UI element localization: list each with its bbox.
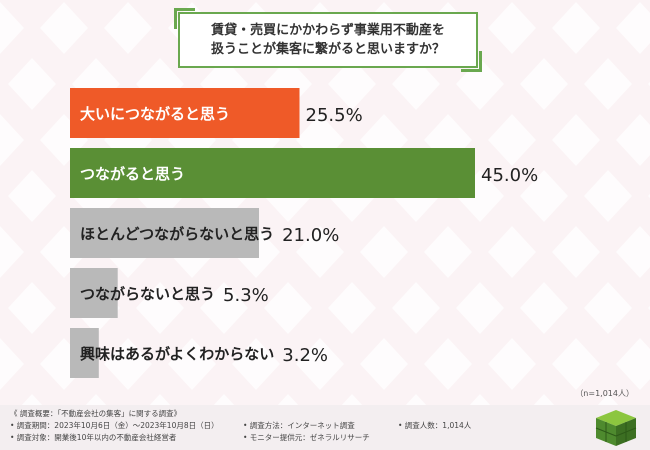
argyle-diamond xyxy=(552,2,600,54)
brand-logo-icon xyxy=(595,410,637,446)
survey-period: • 調査期間：2023年10月6日（金）〜2023年10月8日（日） xyxy=(10,421,219,430)
argyle-diamond xyxy=(552,226,600,278)
argyle-diamond xyxy=(0,226,24,278)
title-line-1: 賃貸・売買にかかわらず事業用不動産を xyxy=(211,23,445,38)
question-title: 賃貸・売買にかかわらず事業用不動産を 扱うことが集客に繋がると思いますか？ xyxy=(174,8,482,72)
argyle-diamond xyxy=(296,226,344,278)
argyle-diamond xyxy=(136,282,184,334)
argyle-diamond xyxy=(0,338,24,390)
category-label: つながると思う xyxy=(80,165,185,183)
argyle-diamond xyxy=(8,282,56,334)
argyle-diamond xyxy=(168,338,216,390)
argyle-diamond xyxy=(520,282,568,334)
argyle-diamond xyxy=(520,170,568,222)
bar xyxy=(70,328,99,378)
category-label: 大いにつながると思う xyxy=(80,105,230,123)
argyle-diamond xyxy=(488,226,536,278)
value-label: 45.0% xyxy=(481,165,538,186)
bar xyxy=(70,208,259,258)
argyle-diamond xyxy=(424,226,472,278)
argyle-diamond xyxy=(360,226,408,278)
argyle-diamond xyxy=(488,338,536,390)
argyle-diamond xyxy=(264,282,312,334)
argyle-diamond xyxy=(488,2,536,54)
argyle-diamond xyxy=(520,58,568,110)
argyle-diamond xyxy=(104,338,152,390)
argyle-diamond xyxy=(232,338,280,390)
argyle-diamond xyxy=(328,282,376,334)
argyle-diamond xyxy=(584,282,632,334)
argyle-diamond xyxy=(200,282,248,334)
argyle-diamond xyxy=(360,338,408,390)
argyle-diamond xyxy=(616,114,650,166)
bar xyxy=(70,88,300,138)
argyle-diamond xyxy=(8,58,56,110)
argyle-diamond xyxy=(40,2,88,54)
title-line-2: 扱うことが集客に繋がると思いますか？ xyxy=(210,42,445,57)
argyle-diamond xyxy=(488,114,536,166)
argyle-diamond xyxy=(424,338,472,390)
argyle-diamond xyxy=(296,338,344,390)
sample-size-note: （n=1,014人） xyxy=(575,389,634,398)
argyle-diamond xyxy=(392,282,440,334)
survey-target: • 調査対象：開業後10年以内の不動産会社経営者 xyxy=(10,433,177,442)
value-label: 5.3% xyxy=(223,285,269,306)
argyle-diamond xyxy=(552,114,600,166)
argyle-diamond xyxy=(104,2,152,54)
argyle-diamond xyxy=(584,58,632,110)
category-label: 興味はあるがよくわからない xyxy=(80,345,274,363)
bar xyxy=(70,148,475,198)
survey-method: • 調査方法：インターネット調査 xyxy=(243,421,355,430)
survey-footer: 《 調査概要：「不動産会社の集客」に関する調査》 • 調査期間：2023年10月… xyxy=(0,405,650,450)
argyle-diamond xyxy=(616,226,650,278)
argyle-diamond xyxy=(616,2,650,54)
argyle-diamond xyxy=(552,338,600,390)
argyle-diamond xyxy=(0,114,24,166)
value-label: 3.2% xyxy=(282,345,328,366)
category-label: つながらないと思う xyxy=(80,285,215,303)
survey-title: 《 調査概要：「不動産会社の集客」に関する調査》 xyxy=(10,409,182,418)
category-label: ほとんどつながらないと思う xyxy=(80,225,274,243)
value-label: 21.0% xyxy=(282,225,339,246)
bar xyxy=(70,268,118,318)
survey-monitor: • モニター提供元：ゼネラルリサーチ xyxy=(243,433,370,442)
argyle-diamond xyxy=(584,170,632,222)
argyle-diamond xyxy=(328,58,376,110)
argyle-diamond xyxy=(616,338,650,390)
argyle-diamond xyxy=(8,170,56,222)
argyle-diamond xyxy=(392,58,440,110)
survey-count: • 調査人数：1,014人 xyxy=(398,421,472,430)
argyle-diamond xyxy=(456,282,504,334)
value-label: 25.5% xyxy=(306,105,363,126)
argyle-diamond xyxy=(0,2,24,54)
